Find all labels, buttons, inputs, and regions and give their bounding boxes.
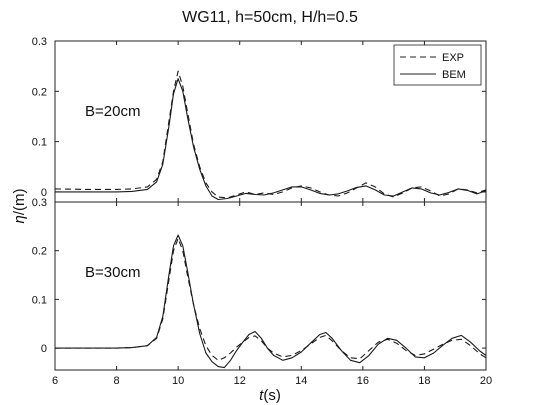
x-tick-label: 18: [418, 375, 430, 387]
x-tick-label: 20: [480, 375, 492, 387]
y-tick-label-bottom: 0: [41, 343, 47, 355]
y-tick-label-top: 0.1: [32, 137, 47, 149]
x-tick-label: 8: [114, 375, 120, 387]
panel-top-lines: [54, 70, 487, 201]
chart-title: WG11, h=50cm, H/h=0.5: [182, 9, 358, 26]
legend-label-bem: BEM: [442, 69, 466, 81]
x-tick-label: 16: [357, 375, 369, 387]
x-axis-label: t(s): [259, 387, 281, 404]
y-tick-label-top: 0.3: [32, 36, 47, 48]
series-line-exp-top: [54, 70, 487, 199]
panel-top-label: B=20cm: [85, 103, 140, 120]
x-axis-ticks: 6 8 10 12 14 16 18 20: [52, 375, 492, 387]
series-line-exp-bottom: [55, 237, 487, 361]
panel-top: 0 0.1 0.2 0.3 B=20cm EXP BEM: [32, 36, 487, 203]
y-tick-label-bottom: 0.2: [32, 246, 47, 258]
x-tick-label: 6: [52, 375, 58, 387]
legend-box: [393, 44, 482, 86]
panel-bottom: 0 0.1 0.2 0.3 B=30cm: [32, 197, 487, 371]
y-axis-unit: /(m): [11, 189, 28, 216]
panel-bottom-lines: [55, 234, 487, 369]
series-line-bem-top: [55, 78, 487, 201]
y-tick-label-top: 0.2: [32, 86, 47, 98]
y-axis-label: η/(m): [11, 189, 28, 224]
legend-label-exp: EXP: [442, 52, 464, 64]
y-tick-label-bottom: 0.1: [32, 294, 47, 306]
x-tick-label: 10: [172, 375, 184, 387]
panel-bottom-ticks: 0 0.1 0.2 0.3: [32, 197, 487, 370]
y-axis-symbol: η: [11, 215, 28, 223]
panel-bottom-label: B=30cm: [85, 264, 140, 281]
x-axis-symbol: t: [259, 387, 264, 404]
x-tick-label: 12: [234, 375, 246, 387]
panel-bottom-frame: [54, 201, 487, 371]
y-tick-label-top: 0: [41, 187, 47, 199]
legend: EXP BEM: [393, 44, 482, 86]
series-line-bem-bottom: [55, 234, 487, 369]
x-axis-unit: (s): [263, 387, 281, 404]
x-tick-label: 14: [295, 375, 307, 387]
y-tick-label-bottom: 0.3: [32, 197, 47, 209]
panel-top-ticks: 0 0.1 0.2 0.3: [32, 36, 487, 202]
